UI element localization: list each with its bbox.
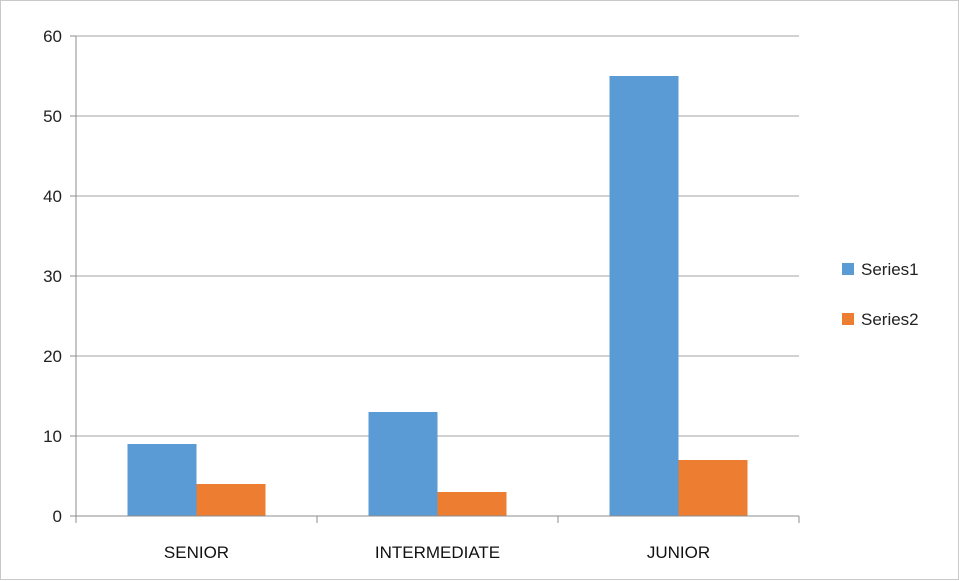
bar-series1-intermediate bbox=[368, 412, 438, 516]
y-tick-label: 30 bbox=[43, 267, 62, 286]
bar-series1-senior bbox=[127, 444, 197, 516]
x-category-label: SENIOR bbox=[164, 543, 229, 562]
bar-series2-junior bbox=[678, 460, 748, 516]
bars bbox=[127, 76, 748, 516]
gridlines bbox=[76, 35, 799, 437]
x-category-label: INTERMEDIATE bbox=[375, 543, 500, 562]
legend: Series1 Series2 bbox=[842, 260, 919, 329]
legend-label-series2: Series2 bbox=[861, 310, 919, 329]
y-tick-label: 0 bbox=[53, 507, 62, 526]
legend-swatch-series2 bbox=[842, 313, 854, 325]
y-tick-label: 60 bbox=[43, 27, 62, 46]
bar-series2-intermediate bbox=[437, 492, 507, 516]
x-category-label: JUNIOR bbox=[647, 543, 710, 562]
y-tick-label: 50 bbox=[43, 107, 62, 126]
legend-swatch-series1 bbox=[842, 263, 854, 275]
axes bbox=[70, 35, 800, 523]
y-tick-label: 40 bbox=[43, 187, 62, 206]
y-tick-label: 10 bbox=[43, 427, 62, 446]
y-tick-label: 20 bbox=[43, 347, 62, 366]
legend-label-series1: Series1 bbox=[861, 260, 919, 279]
x-category-labels: SENIOR INTERMEDIATE JUNIOR bbox=[164, 543, 710, 562]
bar-series2-senior bbox=[196, 484, 266, 516]
y-tick-labels: 0 10 20 30 40 50 60 bbox=[43, 27, 62, 526]
bar-series1-junior bbox=[609, 76, 679, 516]
